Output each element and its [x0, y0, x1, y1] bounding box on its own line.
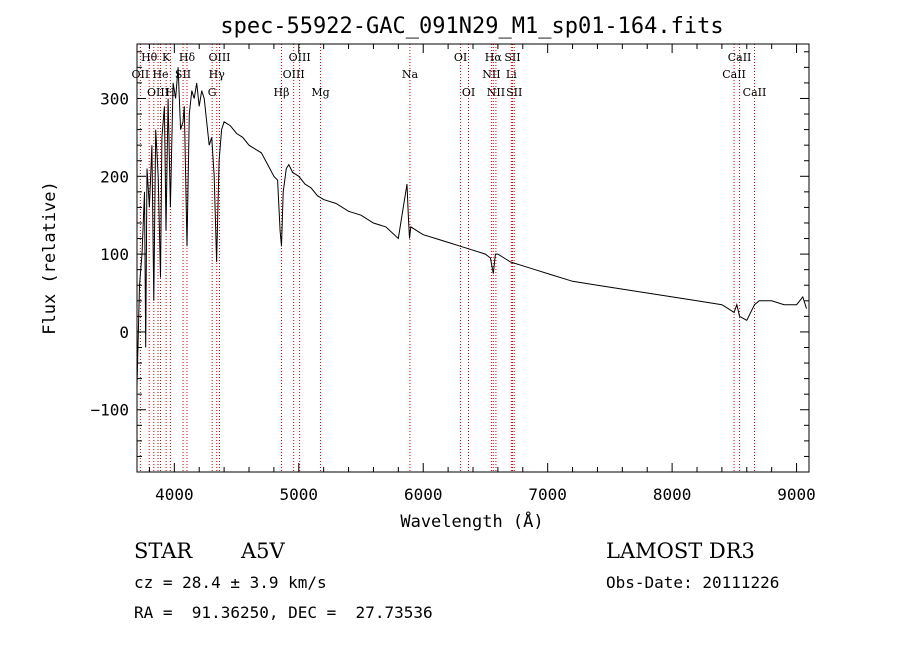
spectral-line-label: CaII — [722, 68, 746, 81]
object-class: STAR — [134, 539, 193, 563]
x-tick-label: 8000 — [653, 485, 692, 504]
redshift-cz: cz = 28.4 ± 3.9 km/s — [134, 573, 327, 592]
x-tick-label: 5000 — [280, 485, 319, 504]
spectral-line-label: OIII — [283, 68, 305, 81]
spectral-line-label: Hδ — [179, 51, 196, 64]
spectral-line-label: He — [152, 68, 168, 81]
spectral-line-label: OI — [462, 86, 475, 99]
spectral-line-label: OII — [132, 68, 150, 81]
spectral-line-label: Na — [402, 68, 419, 81]
spectrum-line — [136, 67, 807, 387]
x-tick-label: 6000 — [404, 485, 443, 504]
line-markers — [139, 44, 755, 472]
spectral-line-label: Hθ — [141, 51, 158, 64]
spectral-line-label: OI — [454, 51, 467, 64]
obs-date: Obs-Date: 20111226 — [606, 573, 780, 592]
y-tick-label: −100 — [90, 401, 129, 420]
x-axis-label: Wavelength (Å) — [400, 510, 543, 532]
y-axis-label: Flux (relative) — [40, 181, 60, 335]
spectral-line-label: OIII — [208, 51, 230, 64]
survey-name: LAMOST DR3 — [606, 539, 755, 563]
spectral-line-label: CaII — [728, 51, 752, 64]
x-tick-label: 7000 — [528, 485, 567, 504]
spectral-line-label: SII — [504, 51, 520, 64]
x-axis-ticks: 4000 5000 6000 7000 8000 9000 — [148, 44, 816, 504]
object-subclass: A5V — [241, 539, 285, 563]
spectral-line-label: G — [208, 86, 217, 99]
x-tick-label: 9000 — [777, 485, 816, 504]
spectrum-chart: spec-55922-GAC_091N29_M1_sp01-164.fits H… — [40, 14, 816, 532]
y-tick-label: 100 — [100, 245, 129, 264]
coordinates: RA = 91.36250, DEC = 27.73536 — [134, 603, 433, 622]
line-labels: Hθ OII OIII K He H Hδ SII G OIII Hγ Hβ OIII OIII Mg Na O… — [132, 51, 767, 99]
spectral-line-label: SII — [506, 86, 522, 99]
spectral-line-label: Hγ — [209, 68, 226, 81]
spectral-line-label: K — [162, 51, 171, 64]
plot-frame — [136, 43, 810, 473]
y-tick-label: 0 — [119, 323, 129, 342]
spectral-line-label: OIII — [289, 51, 311, 64]
spectral-line-label: NII — [487, 86, 505, 99]
spectral-line-label: Li — [506, 68, 517, 81]
spectral-line-label: Mg — [311, 86, 329, 99]
x-tick-label: 4000 — [155, 485, 194, 504]
spectral-line-label: Hα — [485, 51, 503, 64]
chart-title: spec-55922-GAC_091N29_M1_sp01-164.fits — [220, 14, 723, 39]
spectral-line-label: CaII — [743, 86, 767, 99]
spectral-line-label: NII — [482, 68, 500, 81]
spectral-line-label: Hβ — [274, 86, 290, 99]
spectral-line-label: H — [166, 86, 176, 99]
y-axis-ticks: −100 0 100 200 300 — [90, 51, 809, 457]
y-tick-label: 300 — [100, 89, 129, 108]
y-tick-label: 200 — [100, 167, 129, 186]
spectral-line-label: OIII — [147, 86, 169, 99]
